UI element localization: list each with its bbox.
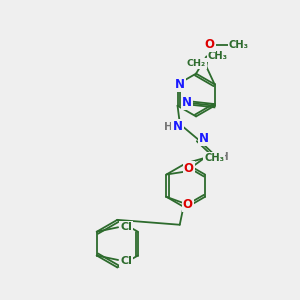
Text: H: H xyxy=(220,152,229,161)
Text: N: N xyxy=(199,132,209,145)
Text: O: O xyxy=(205,38,214,51)
Text: O: O xyxy=(183,198,193,211)
Text: H: H xyxy=(164,122,173,131)
Text: CH₃: CH₃ xyxy=(208,51,228,61)
Text: O: O xyxy=(184,162,194,175)
Text: CH₂: CH₂ xyxy=(186,59,206,68)
Text: N: N xyxy=(175,78,185,91)
Text: N: N xyxy=(182,96,192,109)
Text: Cl: Cl xyxy=(121,256,132,266)
Text: CH₃: CH₃ xyxy=(229,40,249,50)
Text: CH₃: CH₃ xyxy=(204,154,224,164)
Text: N: N xyxy=(172,120,182,133)
Text: Cl: Cl xyxy=(121,222,132,232)
